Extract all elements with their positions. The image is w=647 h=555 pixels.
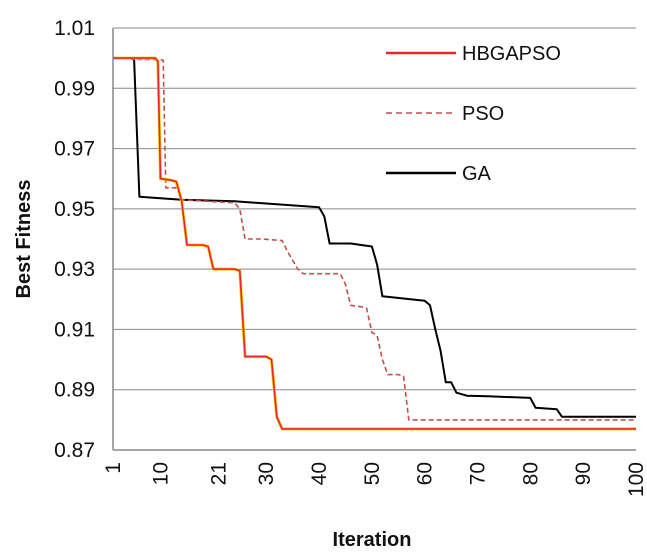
x-tick-label: 50 xyxy=(361,462,384,485)
x-tick-label: 40 xyxy=(308,462,331,485)
legend-label-ga: GA xyxy=(462,163,492,185)
x-tick-labels: 1 10 21 30 40 50 60 70 80 90 100 xyxy=(102,462,647,497)
legend-label-hbgapso: HBGAPSO xyxy=(462,43,561,65)
series-line-pso xyxy=(113,57,636,421)
series-line-ga xyxy=(113,57,636,418)
x-tick-label: 21 xyxy=(208,462,231,485)
x-tick-label: 90 xyxy=(572,462,595,485)
series-line-hbgapso xyxy=(113,57,636,430)
x-tick-label: 1 xyxy=(102,462,125,474)
y-tick-label: 0.87 xyxy=(54,439,95,462)
y-tick-labels: 0.87 0.89 0.91 0.93 0.95 0.97 0.99 1.01 xyxy=(54,17,95,462)
y-tick-label: 0.97 xyxy=(54,138,95,161)
y-tick-label: 1.01 xyxy=(54,17,95,40)
y-tick-label: 0.91 xyxy=(54,318,95,341)
legend-label-pso: PSO xyxy=(462,103,504,125)
x-tick-label: 70 xyxy=(467,462,490,485)
axes xyxy=(112,28,636,451)
x-tick-label: 30 xyxy=(255,462,278,485)
x-tick-label: 100 xyxy=(625,462,647,497)
y-axis-title: Best Fitness xyxy=(13,180,35,299)
y-tick-label: 0.89 xyxy=(54,379,95,402)
y-tick-label: 0.99 xyxy=(54,77,95,100)
grid-lines xyxy=(113,27,636,391)
x-tick-label: 60 xyxy=(414,462,437,485)
y-tick-label: 0.95 xyxy=(54,198,95,221)
legend: HBGAPSO PSO GA xyxy=(386,43,561,185)
y-tick-label: 0.93 xyxy=(54,258,95,281)
series-line-hbgapso-highlight xyxy=(113,56,636,431)
x-axis-title: Iteration xyxy=(333,529,412,551)
x-tick-label: 80 xyxy=(519,462,542,485)
series-lines xyxy=(113,56,636,431)
x-tick-label: 10 xyxy=(150,462,173,485)
